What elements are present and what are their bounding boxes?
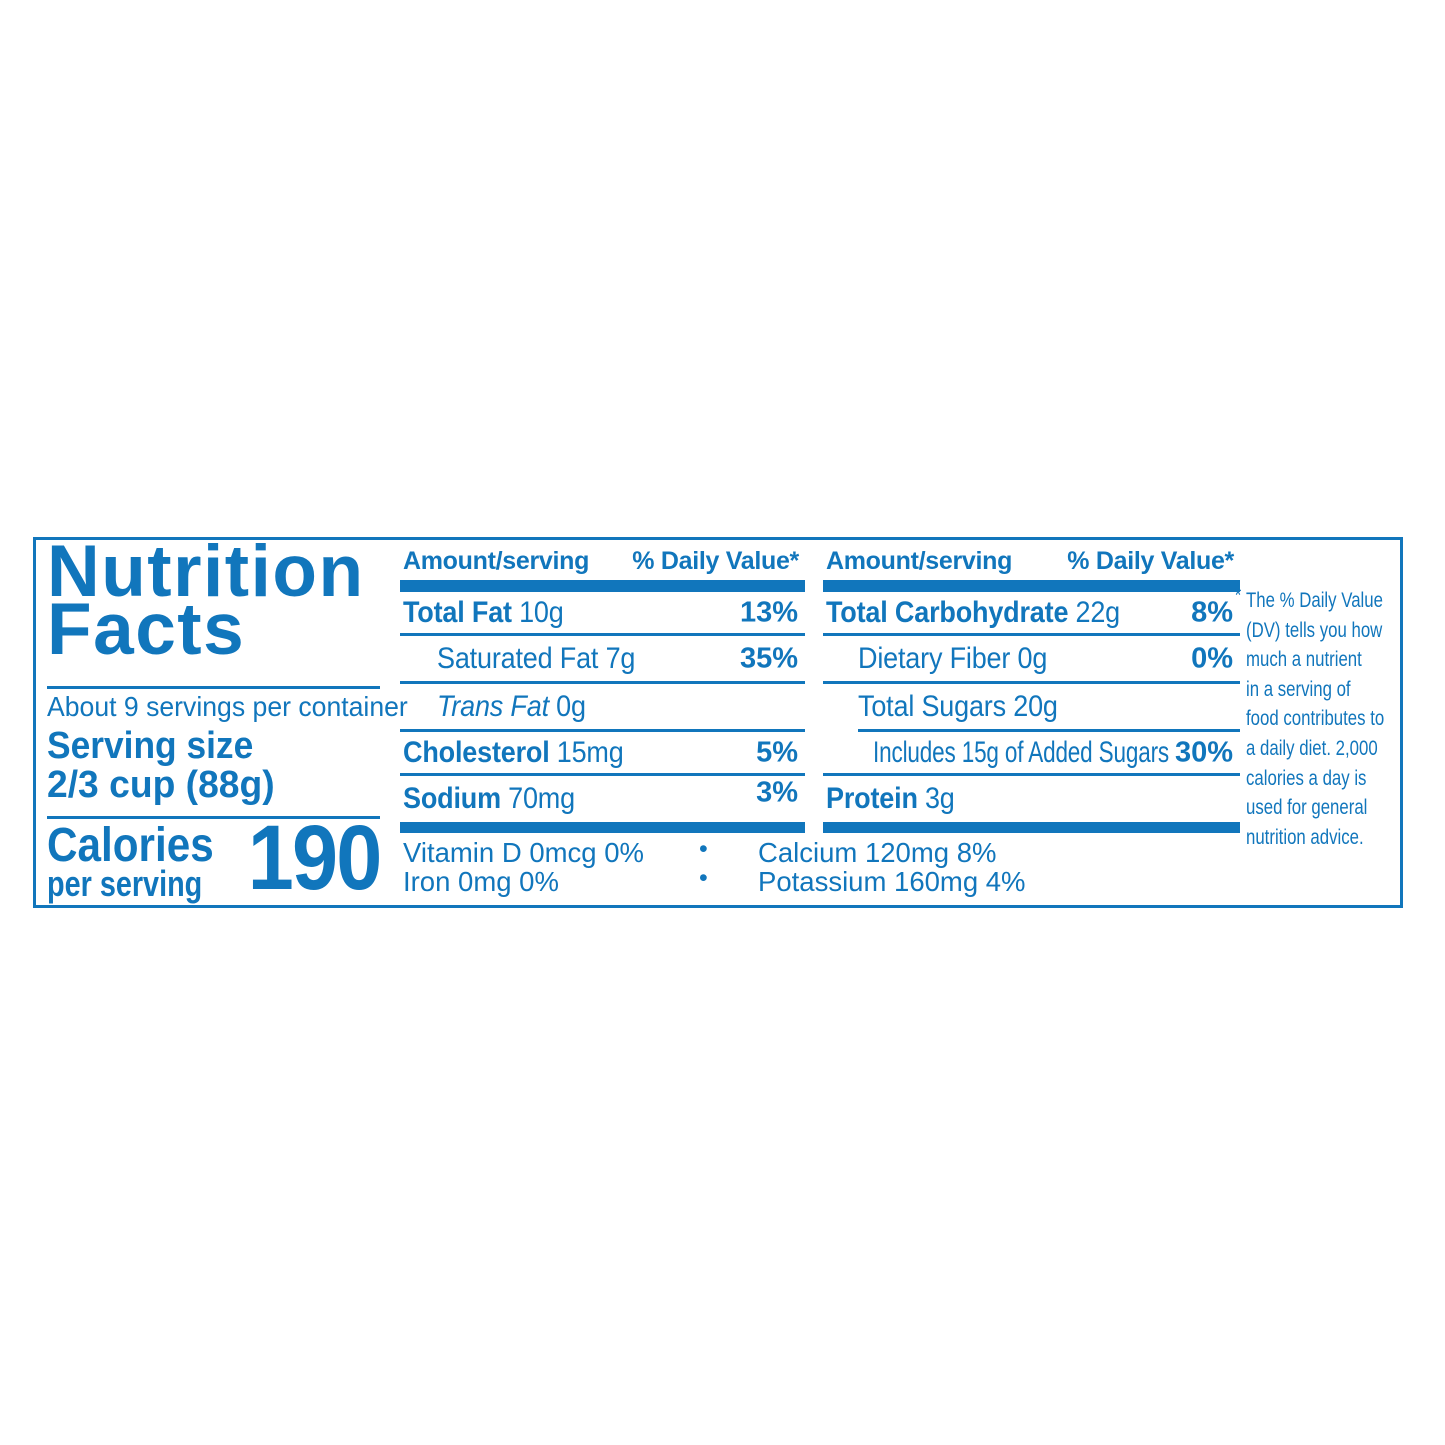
divider-rule — [400, 729, 805, 732]
nutrient-name: Cholesterol 15mg — [403, 735, 624, 769]
daily-value-percent: 5% — [756, 736, 798, 768]
divider-rule — [858, 729, 1240, 732]
left-panel: Nutrition Facts About 9 servings per con… — [47, 531, 408, 909]
nutrient-row-total-carbohydrate: Total Carbohydrate 22g 8% — [823, 592, 1240, 633]
section-bar — [400, 822, 805, 833]
divider-rule — [823, 633, 1240, 636]
micronutrient-line: Iron 0mg 0% • Potassium 160mg 4% — [400, 864, 1090, 897]
divider-rule — [47, 686, 380, 689]
potassium-value: Potassium 160mg 4% — [758, 866, 1026, 897]
serving-size-value: 2/3 cup (88g) — [47, 764, 275, 806]
iron-value: Iron 0mg 0% — [403, 866, 559, 897]
nutrient-row-sodium: Sodium 70mg 3% — [400, 776, 805, 822]
nutrient-row-trans-fat: Trans Fat 0g — [400, 684, 805, 729]
servings-per-container: About 9 servings per container — [47, 691, 408, 722]
nutrient-name: Includes 15g of Added Sugars — [873, 735, 1170, 769]
calories-per-serving-label: per serving — [47, 863, 203, 904]
column-header: Amount/serving % Daily Value* — [823, 548, 1240, 574]
micronutrients-section: Vitamin D 0mcg 0% • Calcium 120mg 8% Iro… — [400, 835, 1090, 897]
nutrient-name: Sodium 70mg — [403, 782, 575, 815]
footnote-asterisk: * — [1234, 584, 1242, 607]
amount-serving-header: Amount/serving — [826, 547, 1013, 575]
nutrient-name: Saturated Fat 7g — [437, 641, 636, 675]
column-header: Amount/serving % Daily Value* — [400, 548, 805, 574]
daily-value-header: % Daily Value* — [632, 547, 799, 575]
nutrition-facts-label: Nutrition Facts About 9 servings per con… — [33, 531, 1403, 909]
daily-value-percent: 30% — [1174, 736, 1233, 768]
calcium-value: Calcium 120mg 8% — [758, 837, 997, 868]
nutrient-name: Protein 3g — [826, 782, 955, 815]
daily-value-percent: 13% — [739, 596, 798, 628]
nutrient-row-total-sugars: Total Sugars 20g — [823, 684, 1240, 729]
serving-size-label: Serving size — [47, 725, 254, 767]
nutrient-name: Trans Fat 0g — [437, 689, 586, 723]
micronutrient-line: Vitamin D 0mcg 0% • Calcium 120mg 8% — [400, 835, 1090, 868]
nutrient-name: Total Fat 10g — [403, 595, 564, 629]
section-bar — [823, 822, 1240, 833]
nutrition-facts-title: Nutrition Facts — [47, 531, 365, 670]
fat-sodium-column: Amount/serving % Daily Value* Total Fat 1… — [400, 548, 805, 833]
nutrient-row-protein: Protein 3g — [823, 776, 1240, 822]
nutrient-row-cholesterol: Cholesterol 15mg 5% — [400, 732, 805, 773]
divider-rule — [400, 681, 805, 684]
nutrient-row-added-sugars: Includes 15g of Added Sugars 30% — [823, 732, 1240, 773]
header-bar — [823, 580, 1240, 592]
daily-value-percent: 8% — [1191, 596, 1233, 628]
bullet-separator: • — [699, 864, 708, 892]
divider-rule — [823, 681, 1240, 684]
daily-value-header: % Daily Value* — [1067, 547, 1234, 575]
nutrient-name: Dietary Fiber 0g — [858, 641, 1048, 675]
amount-serving-header: Amount/serving — [403, 547, 590, 575]
bullet-separator: • — [699, 835, 708, 863]
calories-label: Calories — [47, 819, 214, 872]
carb-protein-column: Amount/serving % Daily Value* Total Carb… — [823, 548, 1240, 833]
nutrient-row-saturated-fat: Saturated Fat 7g 35% — [400, 636, 805, 681]
nutrient-name: Total Sugars 20g — [858, 689, 1058, 723]
header-bar — [400, 580, 805, 592]
daily-value-percent: 35% — [739, 642, 798, 674]
divider-rule — [400, 633, 805, 636]
daily-value-percent: 0% — [1191, 642, 1233, 674]
nutrient-row-dietary-fiber: Dietary Fiber 0g 0% — [823, 636, 1240, 681]
footnote-text: The % Daily Value (DV) tells you how muc… — [1246, 589, 1385, 849]
calories-value: 190 — [247, 807, 382, 909]
daily-value-footnote: * The % Daily Value (DV) tells you how m… — [1235, 584, 1445, 852]
nutrient-row-total-fat: Total Fat 10g 13% — [400, 592, 805, 633]
vitamin-d-value: Vitamin D 0mcg 0% — [403, 837, 644, 868]
daily-value-percent: 3% — [756, 776, 798, 809]
divider-rule — [47, 816, 380, 819]
divider-rule — [400, 773, 805, 776]
nutrient-name: Total Carbohydrate 22g — [826, 595, 1121, 629]
divider-rule — [823, 773, 1240, 776]
